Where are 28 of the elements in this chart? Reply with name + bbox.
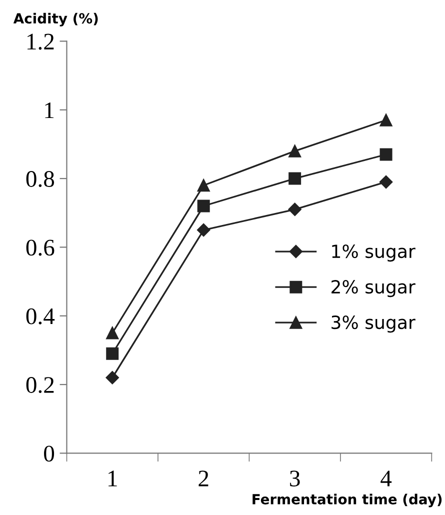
y-tick-label: 0.4 bbox=[26, 308, 55, 324]
point bbox=[380, 114, 392, 126]
point bbox=[379, 175, 393, 189]
x-tick-label: 4 bbox=[380, 470, 392, 486]
y-tick-label: 0.6 bbox=[26, 240, 54, 256]
x-tick-label: 3 bbox=[290, 470, 300, 486]
y-tick-label: 0.8 bbox=[26, 171, 54, 188]
y-tick-label: 1 bbox=[45, 102, 54, 118]
point bbox=[106, 326, 119, 340]
legend-label: 2% sugar bbox=[332, 280, 416, 298]
x-tick-label: 1 bbox=[108, 470, 117, 486]
y-axis-title: Acidity (%) bbox=[13, 12, 98, 26]
legend-label: 1% sugar bbox=[332, 244, 416, 262]
point bbox=[197, 200, 210, 212]
point bbox=[380, 148, 392, 161]
x-axis-title: Fermentation time (day) bbox=[252, 494, 442, 508]
point bbox=[288, 202, 302, 216]
legend-label: 3% sugar bbox=[332, 316, 416, 333]
point bbox=[288, 172, 302, 185]
point bbox=[197, 223, 210, 237]
y-tick-label: 0 bbox=[44, 446, 54, 462]
y-tick-label: 0.2 bbox=[26, 377, 54, 394]
x-tick-label: 2 bbox=[198, 470, 208, 486]
point bbox=[106, 347, 119, 360]
point bbox=[197, 179, 210, 192]
point bbox=[288, 144, 302, 158]
y-tick-label: 1.2 bbox=[28, 34, 54, 50]
point bbox=[106, 371, 119, 384]
